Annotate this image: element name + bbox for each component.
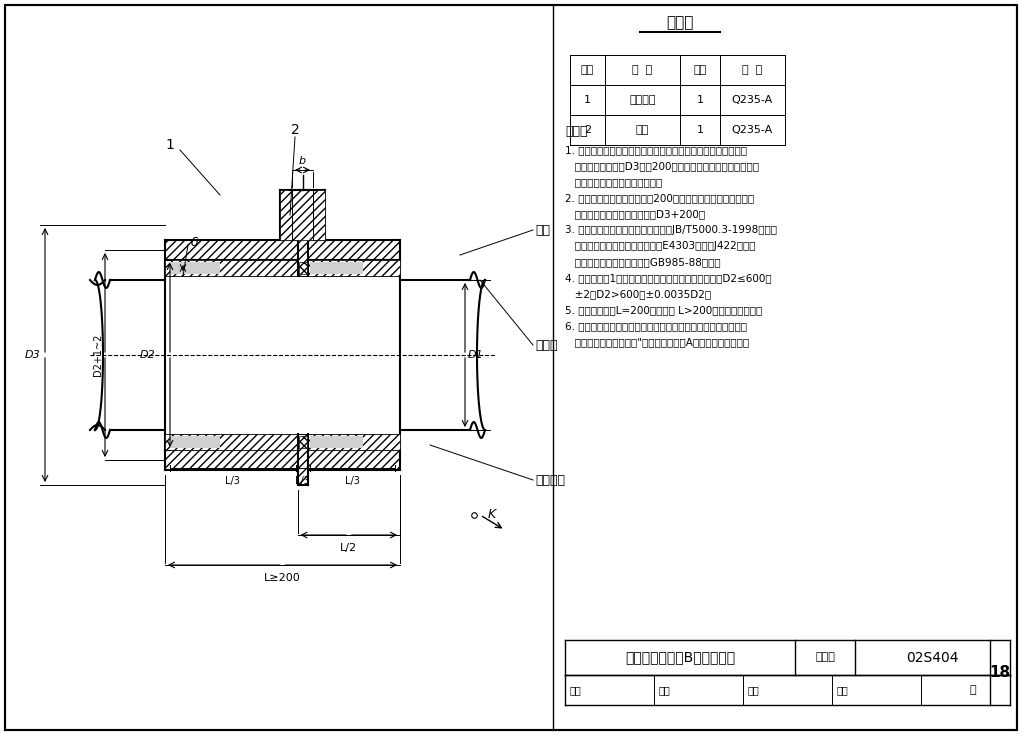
Bar	[165, 240, 400, 260]
Text: 密封青，做法见本图集"刚性防水套管（A型）安装图（二）。: 密封青，做法见本图集"刚性防水套管（A型）安装图（二）。	[565, 337, 749, 347]
Text: D1: D1	[468, 350, 483, 360]
Bar	[310, 262, 363, 274]
Text: Q235-A: Q235-A	[732, 125, 773, 135]
Text: 2: 2	[584, 125, 591, 135]
Text: 审查: 审查	[748, 685, 759, 695]
Text: L/3: L/3	[344, 476, 360, 486]
Text: 1: 1	[166, 138, 175, 152]
Text: 02S404: 02S404	[907, 650, 959, 664]
Text: b: b	[299, 156, 306, 166]
Text: 图集号: 图集号	[816, 653, 835, 662]
Text: 厚，加厚部分的直径至少应为D3+200。: 厚，加厚部分的直径至少应为D3+200。	[565, 209, 705, 219]
Text: 1. 套管穿墙处如遇非混凝土墙壁时，应改用混凝土墙壁，其浇注: 1. 套管穿墙处如遇非混凝土墙壁时，应改用混凝土墙壁，其浇注	[565, 145, 747, 155]
Text: 4. 当套管（件1）采用卷制成型时，周长允许偏差为：D2≤600，: 4. 当套管（件1）采用卷制成型时，周长允许偏差为：D2≤600，	[565, 273, 772, 283]
Text: 数量: 数量	[693, 65, 706, 75]
Text: Q235-A: Q235-A	[732, 95, 773, 105]
Text: 材料表: 材料表	[666, 15, 694, 30]
Text: D2+1~2: D2+1~2	[93, 334, 103, 376]
Text: δ: δ	[191, 235, 198, 248]
Text: 1: 1	[697, 125, 703, 135]
Bar	[297, 225, 308, 276]
Text: 5. 套管的重量以L=200计算，当 L>200时，应另行计算。: 5. 套管的重量以L=200计算，当 L>200时，应另行计算。	[565, 305, 762, 315]
Text: 页: 页	[970, 685, 977, 695]
Text: 钢制套管: 钢制套管	[630, 95, 656, 105]
Text: 石棉水泥: 石棉水泥	[535, 473, 565, 487]
Text: L/3: L/3	[225, 476, 240, 486]
Text: 名  称: 名 称	[633, 65, 653, 75]
Text: L≥200: L≥200	[264, 573, 300, 583]
Text: 说明：: 说明：	[565, 125, 588, 138]
Text: 序号: 序号	[580, 65, 594, 75]
Text: L/3: L/3	[295, 476, 310, 486]
Text: D2: D2	[139, 350, 155, 360]
Bar	[297, 434, 308, 485]
Bar	[170, 436, 220, 448]
Bar	[165, 450, 400, 470]
Text: 18: 18	[989, 665, 1011, 680]
Text: 2: 2	[290, 123, 299, 137]
Text: D3: D3	[25, 350, 40, 360]
Text: ±2，D2>600，±0.0035D2。: ±2，D2>600，±0.0035D2。	[565, 289, 711, 299]
Bar	[310, 436, 363, 448]
Text: 刚性防水套管（B型）安装图: 刚性防水套管（B型）安装图	[624, 650, 735, 664]
Text: 6. 当用于饮用水水池安装时，应在石棉水泥与水接触侧嵌填无毒: 6. 当用于饮用水水池安装时，应在石棉水泥与水接触侧嵌填无毒	[565, 321, 747, 331]
Text: 设计: 设计	[837, 685, 848, 695]
Bar	[280, 190, 325, 240]
Text: 围应比翼环直径（D3）大200，而且必须将套管一次浇固于墙: 围应比翼环直径（D3）大200，而且必须将套管一次浇固于墙	[565, 161, 759, 171]
Text: 坡口的基本形式与尺寸按照GB985-88执行。: 坡口的基本形式与尺寸按照GB985-88执行。	[565, 257, 721, 267]
Text: 2. 穿管处混凝土墙厚应不小于200，否则应使墙壁一边或两边加: 2. 穿管处混凝土墙厚应不小于200，否则应使墙壁一边或两边加	[565, 193, 754, 203]
Text: 3. 焊接结构尺寸公差与形位公差按照JB/T5000.3-1998执行，: 3. 焊接结构尺寸公差与形位公差按照JB/T5000.3-1998执行，	[565, 225, 777, 235]
Bar	[165, 434, 400, 450]
Bar	[298, 262, 307, 274]
Text: 审核: 审核	[570, 685, 582, 695]
Bar	[165, 260, 400, 276]
Text: 校对: 校对	[659, 685, 670, 695]
Text: 铸铁管: 铸铁管	[535, 339, 557, 351]
Text: 1: 1	[584, 95, 591, 105]
Text: 翼环: 翼环	[636, 125, 649, 135]
Bar	[298, 436, 307, 448]
Text: 焊接采用手工电弧焊，焊条型号E4303，牌号J422。焊缝: 焊接采用手工电弧焊，焊条型号E4303，牌号J422。焊缝	[565, 241, 755, 251]
Text: 内。套管内的填料应紧密捣实。: 内。套管内的填料应紧密捣实。	[565, 177, 662, 187]
Text: K: K	[487, 509, 497, 522]
Text: L/2: L/2	[340, 543, 358, 553]
Bar	[170, 262, 220, 274]
Text: 材  料: 材 料	[742, 65, 762, 75]
Text: 1: 1	[697, 95, 703, 105]
Text: 油麻: 油麻	[535, 223, 550, 237]
